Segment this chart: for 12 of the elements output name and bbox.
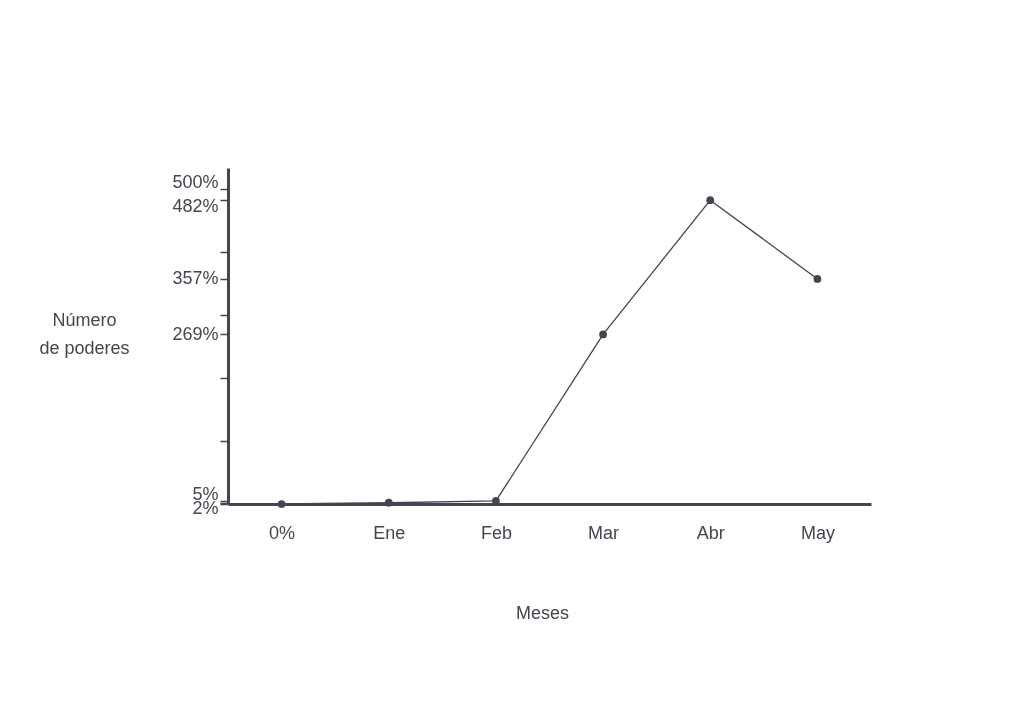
x-tick-label: 0% <box>269 522 296 543</box>
y-tick-label: 500% <box>172 172 219 193</box>
y-tick-label: 357% <box>172 268 219 289</box>
x-axis-title: Meses <box>515 602 570 623</box>
y-tick-label: 482% <box>172 195 219 216</box>
x-tick-label: Feb <box>480 522 512 543</box>
x-tick-label: Abr <box>696 522 725 543</box>
x-tick-label: May <box>800 522 835 543</box>
y-axis-title: Número de poderes <box>39 309 130 358</box>
x-tick-label: Mar <box>588 522 620 543</box>
y-tick-label: 269% <box>172 323 219 344</box>
x-tick-label: Ene <box>373 522 406 543</box>
